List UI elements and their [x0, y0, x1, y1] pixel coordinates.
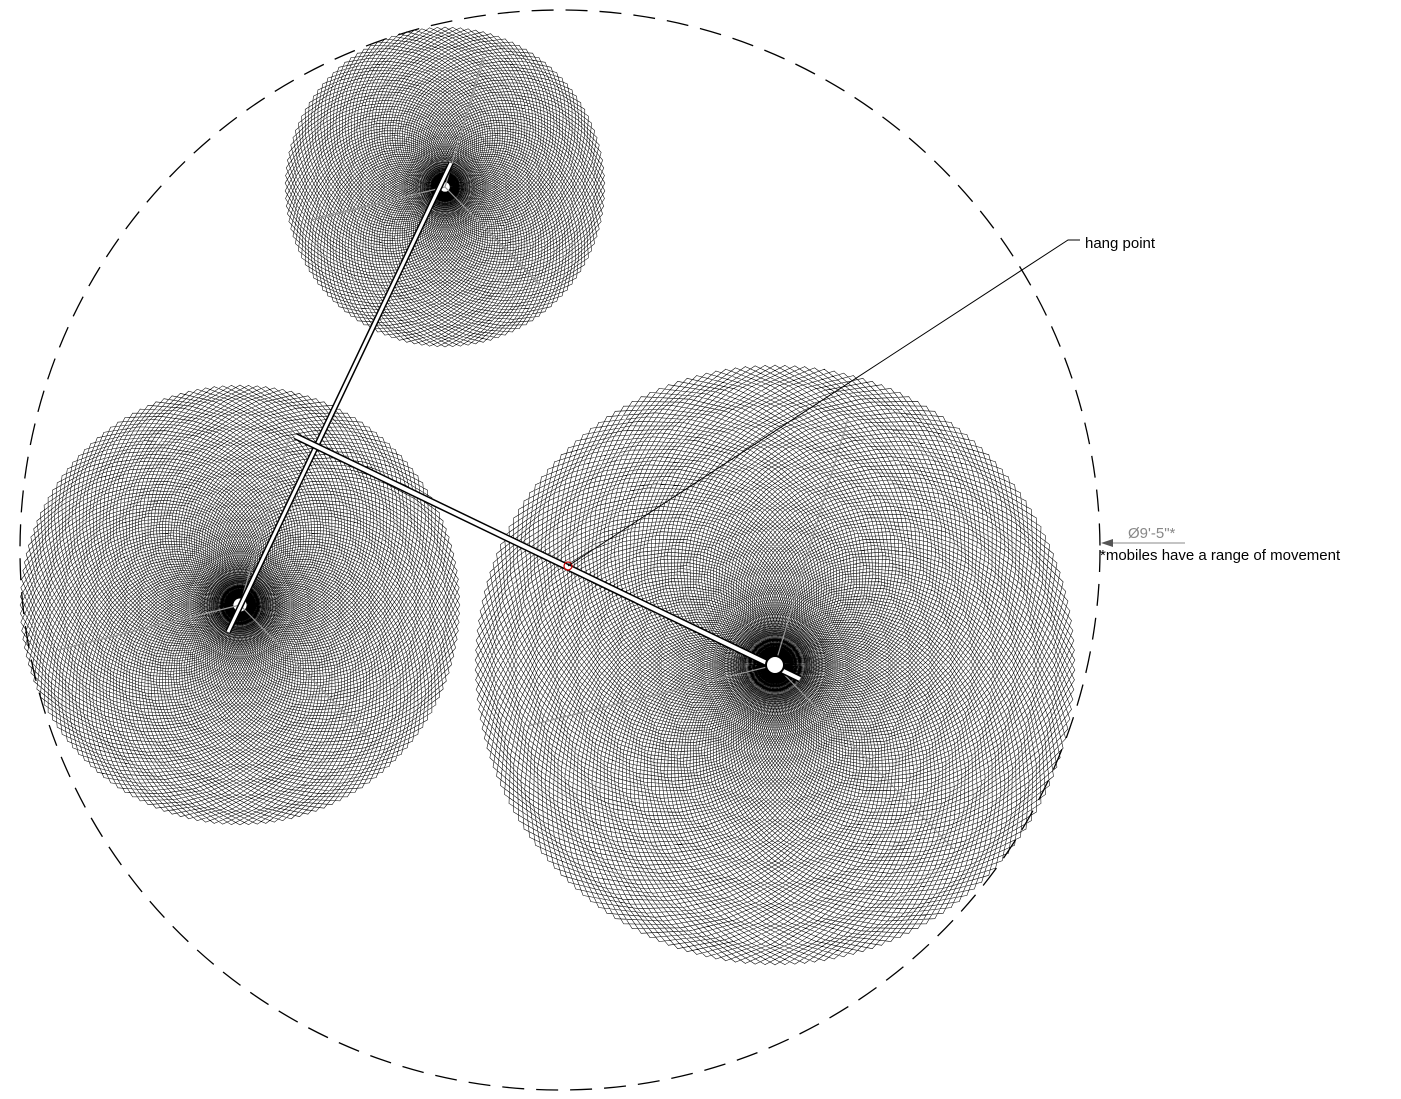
spoke: [774, 664, 954, 849]
spoke: [444, 186, 541, 285]
hub: [765, 655, 785, 675]
rod: [226, 162, 453, 633]
hang-marker: [563, 561, 573, 571]
disk-pattern: [19, 384, 461, 826]
spoke: [774, 420, 848, 666]
rods: [225, 161, 802, 683]
diameter-label: Ø9'-5"*: [1128, 525, 1176, 542]
leader-line: [567, 239, 1080, 567]
rod: [294, 434, 801, 681]
disks: [19, 26, 1076, 966]
spoke: [239, 604, 371, 740]
spoke: [312, 186, 446, 221]
dimension-arrow: [1101, 539, 1113, 547]
disk-pattern: [474, 364, 1076, 966]
hang-point-label: hang point: [1085, 235, 1156, 252]
range-circle: [19, 9, 1101, 1091]
note-label: *mobiles have a range of movement: [1100, 547, 1341, 564]
spoke: [527, 664, 776, 727]
disk-pattern: [284, 26, 606, 348]
spoke: [58, 604, 241, 651]
spoke: [239, 425, 294, 606]
